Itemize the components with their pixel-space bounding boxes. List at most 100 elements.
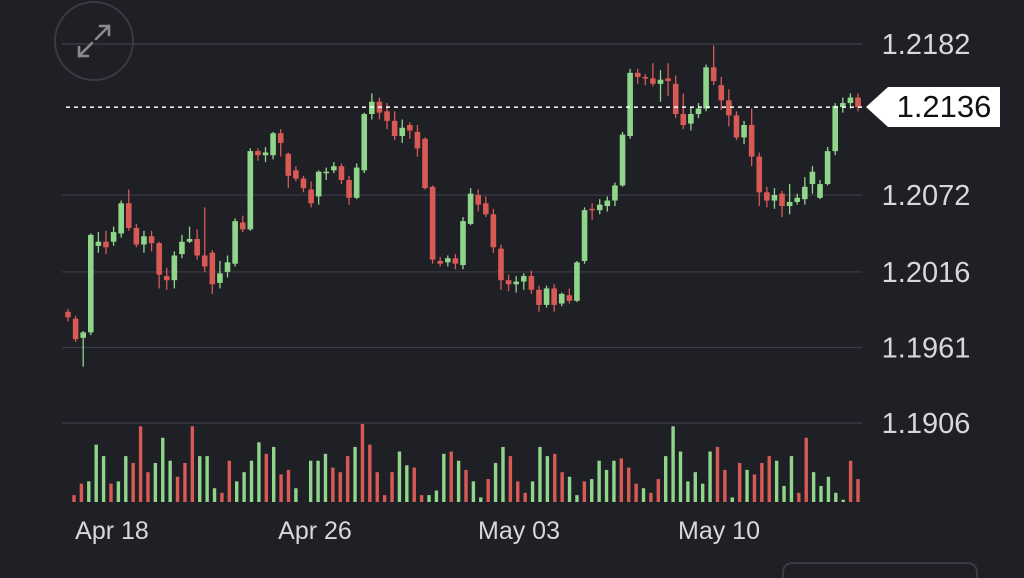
candle xyxy=(118,200,124,238)
volume-bar xyxy=(737,463,742,502)
volume-bar xyxy=(353,446,357,502)
volume-bar xyxy=(567,476,572,502)
volume-bar xyxy=(94,444,98,502)
volume-bar xyxy=(545,456,550,502)
candle xyxy=(482,196,489,218)
candle xyxy=(87,233,94,336)
y-tick-label: 1.1961 xyxy=(882,332,971,364)
candle xyxy=(247,148,254,231)
candle xyxy=(498,244,504,290)
volume-bar xyxy=(264,453,269,502)
volume-bar xyxy=(205,456,209,502)
volume-bar xyxy=(627,467,631,502)
candle xyxy=(688,107,694,131)
candle xyxy=(528,270,535,294)
candle xyxy=(513,276,519,293)
volume-bar xyxy=(619,458,624,502)
candle xyxy=(141,230,147,253)
y-tick-label: 1.2016 xyxy=(882,257,971,289)
volume-bar xyxy=(345,456,350,502)
candle xyxy=(308,181,314,208)
candle xyxy=(726,89,732,127)
candle xyxy=(353,163,360,200)
volume-bar xyxy=(456,460,461,502)
candle xyxy=(855,93,861,112)
candlesticks xyxy=(65,45,861,367)
candle xyxy=(733,111,740,141)
volume-bar xyxy=(323,453,328,502)
volume-bar xyxy=(161,437,165,502)
volume-bar xyxy=(271,446,276,502)
volume-bar xyxy=(168,460,172,502)
scroll-handle[interactable] xyxy=(782,562,978,578)
volume-bar xyxy=(464,469,468,502)
volume-bar xyxy=(693,472,697,502)
volume-bar xyxy=(523,492,527,502)
volume-bar xyxy=(190,426,195,502)
volume-bar xyxy=(723,469,727,502)
candle xyxy=(156,241,162,289)
candle xyxy=(300,175,307,193)
volume-bar xyxy=(375,472,379,502)
volume-bar xyxy=(227,460,232,502)
candle xyxy=(657,70,664,102)
candle xyxy=(536,285,542,312)
volume-bar xyxy=(286,469,291,502)
volume-bar xyxy=(486,479,490,502)
volume-bar xyxy=(412,467,416,502)
candle xyxy=(217,260,223,289)
candle xyxy=(551,284,557,312)
candle xyxy=(756,152,763,207)
volume-bar xyxy=(257,442,261,502)
volume-bar xyxy=(175,476,180,502)
candle xyxy=(80,330,86,367)
candle xyxy=(467,188,474,226)
volume-bar xyxy=(79,483,84,502)
candle xyxy=(627,68,633,139)
x-tick-label: May 10 xyxy=(678,517,760,545)
candle xyxy=(376,97,383,120)
volume-bar xyxy=(382,495,387,502)
volume-bar xyxy=(560,472,564,502)
candle xyxy=(543,285,550,308)
candle xyxy=(665,63,671,97)
volume-bar xyxy=(449,451,453,502)
candle xyxy=(748,108,755,167)
volume-bar xyxy=(649,492,653,502)
candle xyxy=(422,137,428,190)
volume-bar xyxy=(235,481,239,502)
candle xyxy=(224,255,231,278)
volume-bar xyxy=(656,479,661,502)
volume-bar xyxy=(715,446,720,502)
expand-button[interactable] xyxy=(54,1,134,81)
y-tick-label: 1.2182 xyxy=(882,29,971,61)
volume-bar xyxy=(804,437,808,502)
candle xyxy=(194,229,200,260)
volume-bar xyxy=(405,465,409,502)
candle xyxy=(581,207,588,264)
y-tick-label: 1.1906 xyxy=(882,408,971,440)
candle xyxy=(695,103,702,119)
volume-bar xyxy=(220,492,224,502)
candle xyxy=(414,125,421,157)
candle xyxy=(710,45,717,86)
volume-bar xyxy=(124,456,128,502)
candle xyxy=(163,267,170,290)
candle xyxy=(520,273,527,290)
volume-bar xyxy=(516,481,520,502)
volume-bar xyxy=(582,481,587,502)
candle xyxy=(186,226,193,244)
volume-bar xyxy=(767,456,771,502)
candle xyxy=(634,68,641,84)
volume-bar xyxy=(612,460,616,502)
volume-bar xyxy=(183,463,187,502)
volume-bar xyxy=(390,472,394,502)
x-axis-labels: Apr 18 Apr 26 May 03 May 10 xyxy=(75,517,760,545)
volume-bar xyxy=(752,474,757,502)
candle xyxy=(315,170,322,205)
candle xyxy=(346,175,352,205)
volume-bar xyxy=(671,426,675,502)
volume-bar xyxy=(811,472,816,502)
volume-bar xyxy=(686,481,690,502)
